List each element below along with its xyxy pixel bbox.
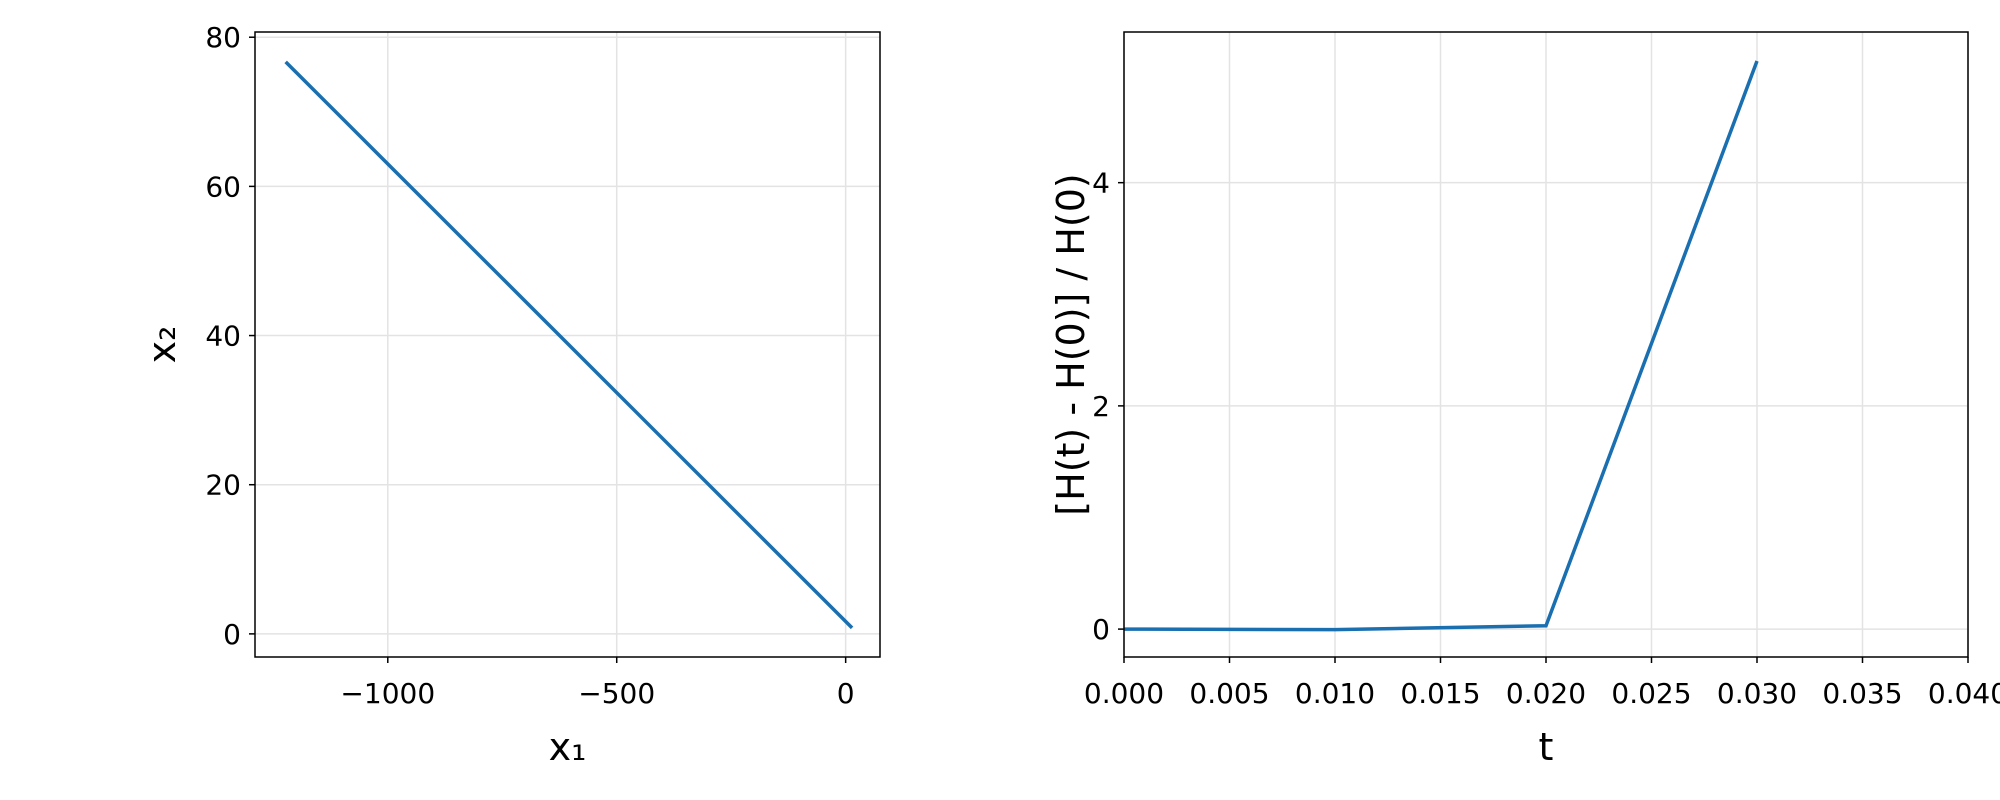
x-tick-label: 0.030 [1717,677,1797,710]
x-tick-label: 0.020 [1506,677,1586,710]
y-tick-label: 80 [205,21,241,54]
x-tick-label: 0.010 [1295,677,1375,710]
plot-frame [1123,31,1969,658]
x-tick-label: −500 [578,677,655,710]
y-tick-label: 20 [205,469,241,502]
x-axis-label: x₁ [549,725,587,769]
data-line [1123,60,1759,632]
plot-frame [254,31,881,658]
y-axis-label: [H(t) - H(0)] / H(0) [1049,173,1093,515]
x-tick-label: 0.005 [1189,677,1269,710]
x-tick-label: 0 [837,677,855,710]
x-tick-label: 0.040 [1928,677,2000,710]
x-tick-label: 0.015 [1400,677,1480,710]
y-axis-label: x₂ [140,326,184,364]
x-tick-label: 0.025 [1611,677,1691,710]
x-tick-label: 0.035 [1822,677,1902,710]
y-tick-label: 0 [1092,613,1110,646]
x-tick-label: −1000 [340,677,435,710]
x-axis-label: t [1539,725,1554,769]
x-tick-label: 0.000 [1084,677,1164,710]
data-line [284,60,854,630]
y-tick-label: 60 [205,170,241,203]
y-tick-label: 2 [1092,390,1110,423]
y-tick-label: 40 [205,320,241,353]
y-tick-label: 0 [223,618,241,651]
y-tick-label: 4 [1092,167,1110,200]
